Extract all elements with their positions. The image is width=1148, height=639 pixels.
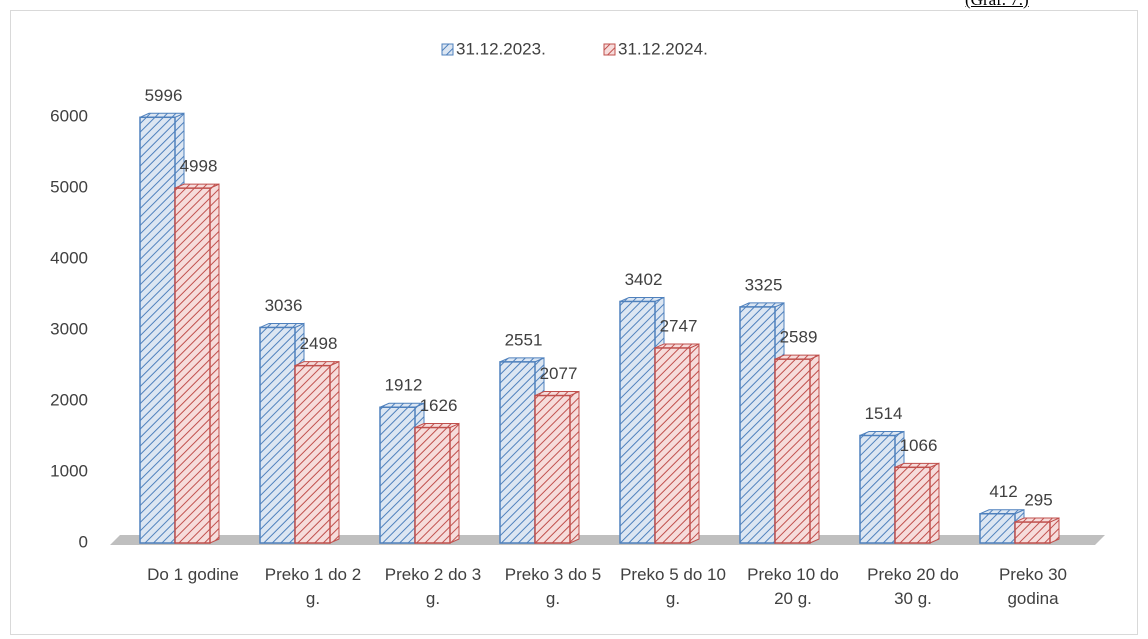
value-label: 2498 <box>300 334 338 353</box>
bar-side <box>569 390 580 544</box>
bar <box>259 326 296 544</box>
x-tick-label: Preko 20 do 30 g. <box>867 565 959 608</box>
bar <box>859 434 896 544</box>
floor <box>110 535 1105 545</box>
bar-side <box>209 183 220 544</box>
x-tick-label: Preko 5 do 10 g. <box>620 565 726 608</box>
figure-note: (Graf. 7.) <box>965 0 1029 10</box>
x-tick-label: Do 1 godine <box>147 565 239 584</box>
value-label: 3325 <box>745 275 783 294</box>
bar <box>739 306 776 544</box>
value-label: 2077 <box>540 364 578 383</box>
bar <box>414 426 451 544</box>
bar-side <box>809 354 820 544</box>
x-tick-label: Preko 10 do 20 g. <box>747 565 839 608</box>
value-label: 5996 <box>145 86 183 105</box>
x-tick-label: Preko 3 do 5 g. <box>504 565 602 608</box>
bar <box>534 394 571 544</box>
value-label: 412 <box>989 482 1017 501</box>
y-tick-label: 6000 <box>50 106 88 125</box>
legend-label: 31.12.2024. <box>618 39 708 58</box>
bar <box>894 466 931 544</box>
bar <box>294 364 331 544</box>
y-tick-label: 2000 <box>50 390 88 409</box>
value-label: 3036 <box>265 296 303 315</box>
legend-label: 31.12.2023. <box>456 39 546 58</box>
bar <box>499 361 536 544</box>
value-label: 1626 <box>420 396 458 415</box>
value-label: 2589 <box>780 328 818 347</box>
bar <box>174 187 211 544</box>
x-tick-label: Preko 2 do 3 g. <box>384 565 482 608</box>
y-tick-label: 1000 <box>50 461 88 480</box>
legend-swatch <box>603 43 616 56</box>
y-tick-label: 0 <box>79 532 88 551</box>
bar <box>619 300 656 544</box>
bar <box>379 406 416 544</box>
bar <box>774 358 811 544</box>
bar-side <box>449 422 460 544</box>
y-tick-label: 3000 <box>50 319 88 338</box>
bar <box>1014 521 1051 544</box>
bar <box>979 512 1016 544</box>
value-label: 1514 <box>865 404 903 423</box>
legend-swatch <box>441 43 454 56</box>
value-label: 2747 <box>660 316 698 335</box>
value-label: 295 <box>1024 491 1052 510</box>
bar <box>654 347 691 544</box>
value-label: 1066 <box>900 436 938 455</box>
value-label: 4998 <box>180 157 218 176</box>
bar <box>139 116 176 544</box>
chart-border <box>10 10 1138 635</box>
bar-side <box>329 360 340 544</box>
bar-side <box>689 343 700 544</box>
x-tick-label: Preko 1 do 2 g. <box>264 565 362 608</box>
y-tick-label: 4000 <box>50 248 88 267</box>
x-tick-label: Preko 30 godina <box>998 565 1068 608</box>
value-label: 2551 <box>505 330 543 349</box>
value-label: 1912 <box>385 376 423 395</box>
bar-side <box>929 462 940 544</box>
value-label: 3402 <box>625 270 663 289</box>
y-tick-label: 5000 <box>50 177 88 196</box>
